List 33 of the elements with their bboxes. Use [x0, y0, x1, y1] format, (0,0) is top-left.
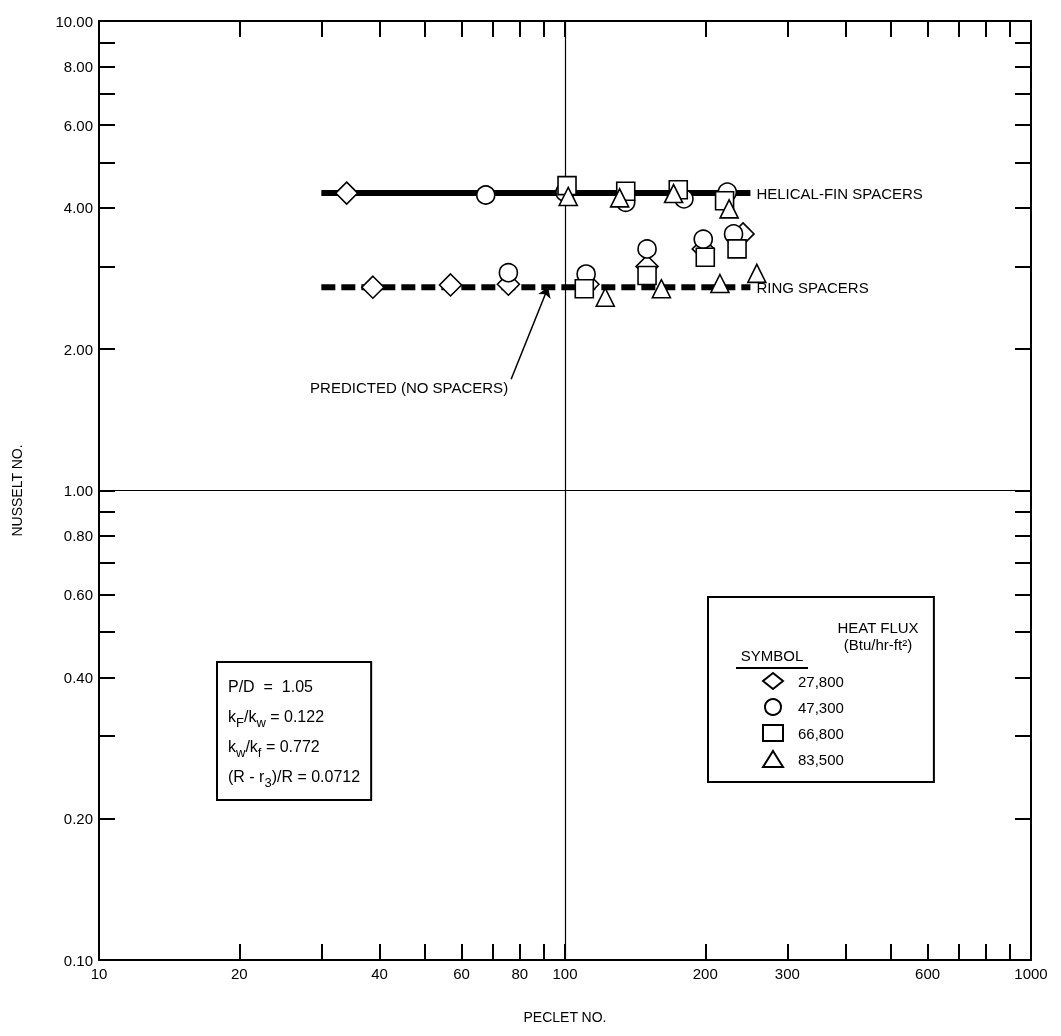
x-tick-label: 40: [371, 965, 388, 982]
y-tick-label: 6.00: [63, 116, 93, 134]
y-tick-label: 4.00: [63, 199, 93, 217]
y-tick-label: 2.00: [63, 340, 93, 358]
series-label: HELICAL-FIN SPACERS: [756, 184, 923, 202]
legend-label: 83,500: [798, 750, 844, 768]
legend-label: 27,800: [798, 672, 844, 690]
annotation: PREDICTED (NO SPACERS): [310, 378, 509, 396]
x-tick-label: 300: [774, 965, 800, 982]
y-tick-label: 0.20: [63, 810, 93, 828]
y-axis-title: NUSSELT NO.: [9, 444, 25, 537]
x-tick-label: 1000: [1014, 965, 1048, 982]
x-tick-label: 80: [511, 965, 529, 982]
x-tick-label: 60: [453, 965, 470, 982]
y-tick-label: 10.00: [55, 12, 93, 30]
x-axis-title: PECLET NO.: [523, 1009, 607, 1025]
y-tick-label: 0.40: [63, 668, 93, 686]
y-tick-label: 8.00: [63, 58, 93, 75]
series-label: RING SPACERS: [756, 278, 869, 296]
x-tick-label: 200: [692, 965, 718, 982]
legend-title: HEAT FLUX (Btu/hr-ft²): [837, 619, 919, 653]
x-tick-label: 10: [90, 965, 108, 982]
annotation: SYMBOL: [740, 647, 804, 664]
y-tick-label: 1.00: [63, 482, 93, 499]
y-tick-label: 0.60: [63, 586, 93, 604]
y-tick-label: 0.10: [63, 951, 93, 969]
y-tick-label: 0.80: [63, 527, 93, 545]
x-tick-label: 100: [552, 965, 578, 982]
x-tick-label: 600: [915, 965, 941, 982]
x-tick-label: 20: [230, 965, 248, 982]
legend-label: 47,300: [798, 698, 844, 716]
legend-label: 66,800: [798, 724, 844, 742]
annotation: P/D = 1.05: [228, 677, 314, 695]
